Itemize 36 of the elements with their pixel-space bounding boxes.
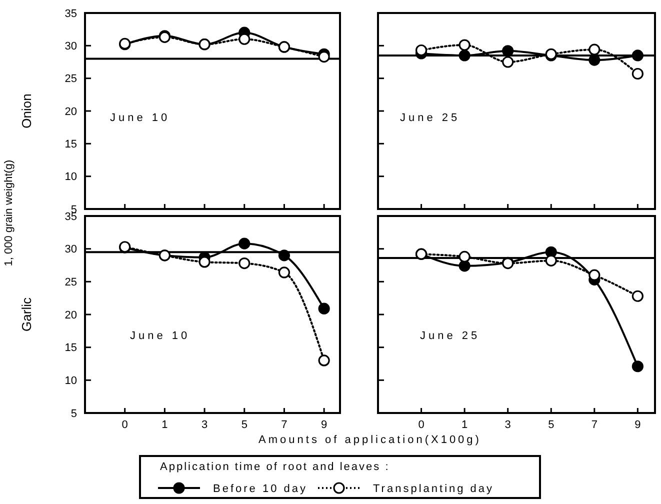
x-tick-label: 1 — [462, 419, 468, 431]
x-axis-title: Amounts of application(X100g) — [258, 434, 482, 446]
x-tick-label: 1 — [162, 419, 168, 431]
x-tick-label: 5 — [241, 419, 248, 431]
y-tick-label: 20 — [64, 106, 77, 118]
y-tick-label: 25 — [64, 276, 77, 289]
x-tick-label: 3 — [201, 419, 208, 431]
annotation: June 25 — [400, 112, 460, 124]
y-tick-label: 10 — [64, 375, 77, 388]
text: 1, 000 grain weight(g) — [3, 160, 15, 266]
annotation: June 25 — [420, 330, 480, 342]
x-tick-label: 3 — [504, 419, 511, 431]
y-tick-label: 15 — [64, 342, 77, 354]
annotation: June 10 — [110, 112, 170, 124]
y-tick-label: 15 — [64, 138, 77, 151]
x-tick-label: 0 — [418, 419, 424, 431]
y-axis-title: Onion — [19, 94, 34, 128]
x-tick-label: 0 — [122, 419, 128, 431]
x-tick-label: 5 — [548, 419, 554, 431]
legend-title: Application time of root and leaves : — [160, 461, 390, 473]
y-tick-label: 30 — [64, 244, 77, 256]
y-tick-label: 35 — [64, 8, 77, 20]
y-tick-label: 30 — [64, 40, 77, 53]
y-tick-label: 10 — [64, 171, 77, 184]
y-axis-title: Garlic — [19, 297, 34, 332]
x-tick-label: 9 — [321, 419, 328, 431]
x-tick-label: 9 — [634, 419, 641, 431]
y-tick-label: 20 — [64, 309, 77, 322]
x-tick-label: 7 — [591, 419, 598, 431]
y-tick-label: 25 — [64, 73, 77, 86]
y-tick-label: 5 — [70, 408, 77, 420]
legend-label: Before 10 day — [213, 483, 308, 495]
annotation: June 10 — [130, 330, 190, 342]
legend-label: Transplanting day — [373, 483, 494, 495]
x-tick-label: 7 — [281, 419, 288, 431]
y-tick-label: 35 — [64, 210, 77, 223]
